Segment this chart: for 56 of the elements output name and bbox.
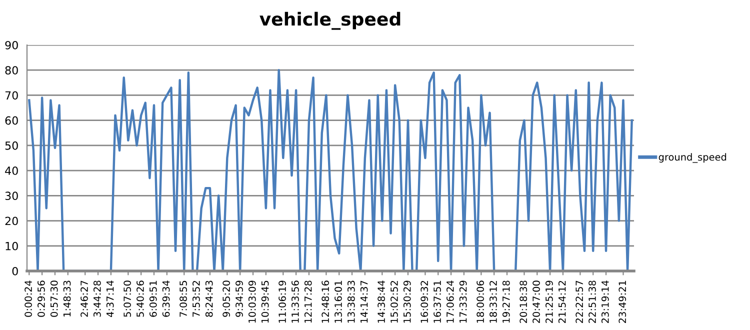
x-tick-label: 20:18:38	[520, 280, 528, 323]
x-tick-label: 9:34:59	[236, 280, 243, 317]
x-tick-label: 7:08:55	[180, 280, 187, 317]
x-tick-label: 15:30:29	[403, 280, 411, 323]
x-tick-label: 21:54:12	[558, 281, 566, 323]
x-tick-label: 5:07:50	[124, 280, 131, 317]
chart-title: vehicle_speed	[260, 12, 400, 30]
x-tick-label: 19:27:18	[502, 280, 510, 323]
x-tick-label: 11:33:56	[292, 280, 299, 323]
x-tick-label: 23:19:14	[601, 280, 609, 323]
x-tick-label: 1:48:33	[63, 280, 71, 316]
x-tick-label: 17:33:29	[459, 280, 467, 323]
x-tick-label: 2:46:27	[80, 280, 88, 317]
x-tick-label: 17:06:24	[446, 280, 454, 323]
y-tick-label: 0	[12, 266, 18, 276]
x-tick-label: 16:09:32	[420, 281, 428, 323]
y-tick-label: 40	[5, 166, 18, 175]
x-tick-label: 20:47:00	[532, 280, 540, 323]
x-tick-label: 10:03:09	[248, 280, 256, 323]
x-tick-label: 6:09:51	[149, 280, 157, 317]
x-tick-label: 3:44:28	[94, 280, 101, 317]
x-tick-label: 18:33:12	[490, 281, 497, 323]
x-tick-label: 13:38:33	[347, 280, 355, 323]
x-tick-label: 18:00:06	[476, 280, 484, 323]
x-tick-label: 22:22:57	[576, 280, 584, 323]
x-tick-label: 7:53:52	[192, 281, 200, 317]
x-tick-label: 5:40:26	[136, 280, 144, 317]
x-tick-label: 13:16:01	[334, 280, 342, 323]
x-tick-label: 14:38:44	[378, 280, 385, 323]
x-tick-label: 21:25:19	[546, 280, 553, 323]
x-tick-label: 11:06:19	[278, 280, 286, 323]
x-tick-label: 10:39:45	[261, 280, 269, 323]
x-tick-label: 23:49:21	[618, 280, 626, 323]
y-tick-label: 20	[5, 216, 18, 226]
x-tick-label: 9:05:20	[222, 280, 230, 317]
y-tick-label: 60	[5, 116, 18, 125]
x-tick-label: 14:14:37	[360, 280, 368, 323]
y-tick-label: 50	[5, 141, 18, 150]
x-tick-label: 16:37:51	[434, 280, 441, 323]
x-tick-label: 8:24:43	[205, 280, 213, 317]
y-tick-label: 70	[5, 91, 18, 100]
x-tick-label: 4:37:14	[106, 280, 114, 318]
x-tick-label: 12:17:28	[304, 280, 312, 323]
x-tick-label: 0:57:30	[50, 280, 58, 317]
y-tick-label: 90	[5, 40, 18, 50]
y-tick-label: 80	[5, 66, 18, 74]
x-tick-label: 12:48:16	[322, 280, 330, 323]
x-tick-label: 15:02:52	[390, 281, 398, 323]
x-tick-label: 0:29:56	[38, 280, 45, 317]
x-tick-label: 0:00:24	[24, 280, 32, 317]
x-tick-label: 6:39:34	[162, 280, 170, 317]
x-tick-label: 22:51:38	[588, 280, 596, 323]
y-tick-label: 30	[5, 192, 18, 200]
line-series	[28, 69, 633, 271]
legend-label: ground_speed	[658, 153, 726, 163]
y-tick-label: 10	[6, 242, 18, 250]
